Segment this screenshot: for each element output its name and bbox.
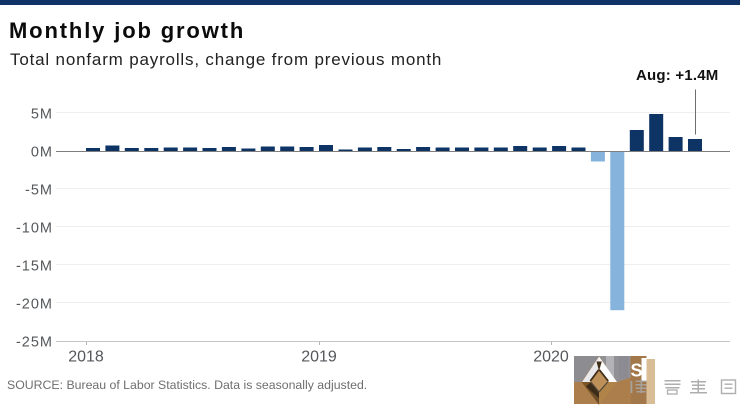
- svg-text:-25M: -25M: [16, 334, 53, 350]
- svg-text:2018: 2018: [68, 349, 104, 366]
- svg-text:-10M: -10M: [16, 220, 53, 236]
- svg-text:2019: 2019: [301, 349, 337, 366]
- svg-text:0M: 0M: [31, 144, 53, 160]
- svg-text:-20M: -20M: [16, 296, 53, 312]
- svg-text:2020: 2020: [533, 349, 569, 366]
- svg-text:5M: 5M: [31, 106, 53, 122]
- svg-text:S: S: [631, 360, 643, 380]
- svg-text:-5M: -5M: [25, 182, 53, 198]
- svg-text:-15M: -15M: [16, 258, 53, 274]
